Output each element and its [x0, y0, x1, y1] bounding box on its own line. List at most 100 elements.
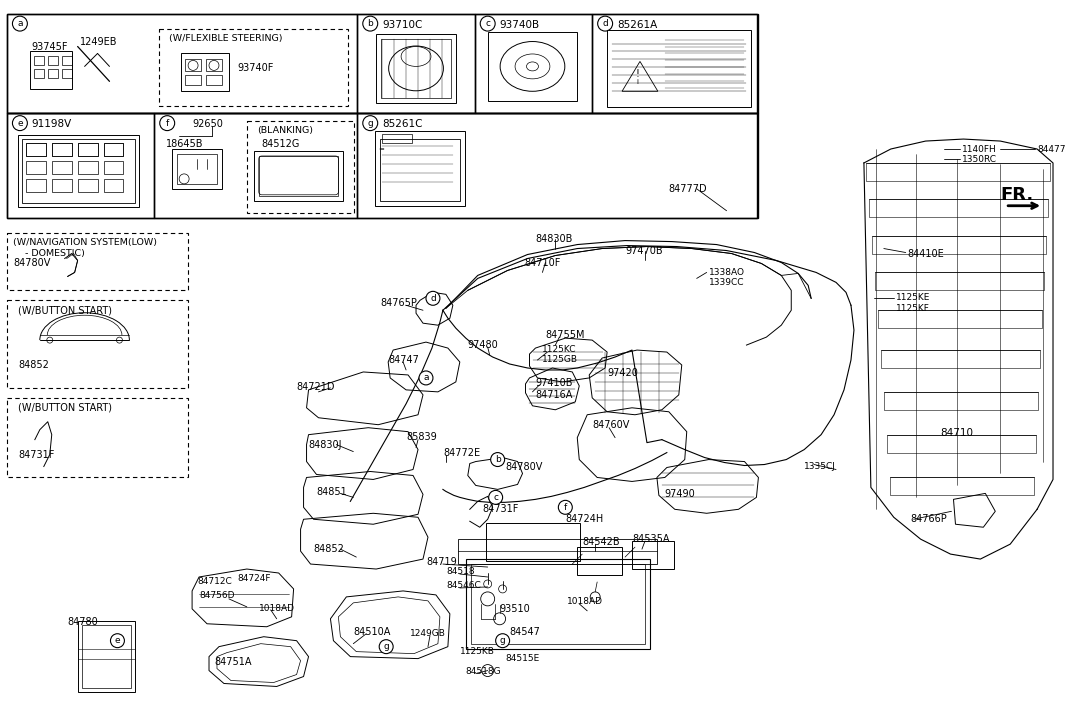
Circle shape — [491, 453, 505, 467]
Bar — [607, 30, 752, 107]
Bar — [154, 113, 357, 217]
Bar — [889, 478, 1034, 495]
Text: (BLANKING): (BLANKING) — [257, 126, 313, 135]
Text: f: f — [563, 503, 567, 512]
Bar — [253, 151, 343, 201]
Bar — [26, 179, 46, 192]
Text: 84747: 84747 — [388, 355, 419, 365]
Text: b: b — [368, 19, 373, 28]
Text: d: d — [602, 19, 608, 28]
Bar — [172, 149, 222, 189]
Text: a: a — [17, 19, 22, 28]
Bar — [177, 154, 217, 184]
Text: 84710F: 84710F — [525, 259, 561, 268]
Bar — [181, 54, 229, 92]
Text: 97480: 97480 — [468, 340, 498, 350]
Text: d: d — [430, 294, 436, 303]
Bar — [26, 161, 46, 174]
Text: 84518G: 84518G — [466, 667, 501, 675]
Text: 84780V: 84780V — [506, 462, 543, 472]
Bar — [62, 57, 72, 65]
Bar — [7, 14, 357, 113]
Bar — [51, 143, 72, 156]
Bar — [458, 539, 656, 564]
Text: e: e — [114, 636, 120, 645]
Text: 84755M: 84755M — [545, 330, 585, 340]
Circle shape — [425, 292, 440, 305]
Text: 84760V: 84760V — [592, 419, 630, 430]
Text: 84724H: 84724H — [566, 514, 604, 524]
Text: 1338AO: 1338AO — [709, 268, 745, 278]
Text: c: c — [485, 19, 491, 28]
Bar — [34, 57, 44, 65]
Bar — [104, 161, 123, 174]
Circle shape — [598, 16, 613, 31]
Text: 84852: 84852 — [18, 360, 49, 370]
Bar — [869, 198, 1048, 217]
Circle shape — [489, 491, 502, 505]
Bar — [26, 143, 46, 156]
Text: 93510: 93510 — [499, 604, 530, 614]
Text: 1018AD: 1018AD — [568, 597, 603, 606]
Text: g: g — [384, 642, 389, 651]
Bar — [30, 52, 72, 89]
Bar — [487, 31, 577, 101]
Bar — [632, 541, 673, 569]
Circle shape — [496, 634, 510, 648]
Text: 84731F: 84731F — [18, 449, 55, 459]
Bar — [48, 57, 58, 65]
Bar — [357, 14, 475, 113]
Text: 84719: 84719 — [425, 557, 456, 567]
Text: a: a — [423, 374, 429, 382]
Text: (W/FLEXIBLE STEERING): (W/FLEXIBLE STEERING) — [169, 33, 282, 43]
Bar — [206, 76, 222, 85]
Text: 85261A: 85261A — [617, 20, 657, 30]
Text: 84765P: 84765P — [381, 298, 417, 308]
Bar — [104, 143, 123, 156]
Text: 84477: 84477 — [1037, 145, 1066, 154]
Text: 84542B: 84542B — [583, 537, 620, 547]
Bar — [185, 60, 201, 71]
Text: 97410B: 97410B — [536, 378, 573, 388]
Text: 91198V: 91198V — [32, 119, 72, 129]
Bar — [383, 134, 412, 143]
Bar — [7, 14, 758, 113]
Bar — [259, 156, 339, 196]
Text: 84721D: 84721D — [296, 382, 335, 392]
Circle shape — [419, 371, 433, 385]
Text: f: f — [166, 119, 169, 128]
Text: 1249EB: 1249EB — [79, 36, 118, 47]
Bar — [62, 69, 72, 79]
Text: (W/NAVIGATION SYSTEM(LOW): (W/NAVIGATION SYSTEM(LOW) — [13, 238, 157, 246]
Bar — [382, 39, 451, 98]
Text: 84852: 84852 — [313, 544, 344, 554]
Text: 84724F: 84724F — [237, 574, 270, 583]
Text: 84515E: 84515E — [506, 654, 540, 662]
Bar — [78, 143, 97, 156]
Text: 84766P: 84766P — [911, 514, 947, 524]
Text: 93710C: 93710C — [383, 20, 422, 30]
Bar — [48, 69, 58, 79]
Text: =: = — [378, 146, 384, 152]
Bar — [247, 121, 354, 213]
Text: 92650: 92650 — [192, 119, 223, 129]
Text: g: g — [499, 636, 506, 645]
Text: 84780V: 84780V — [13, 259, 50, 268]
Text: 1140FH: 1140FH — [962, 145, 997, 154]
Text: 97490: 97490 — [665, 489, 696, 499]
Bar — [81, 624, 131, 688]
Bar — [866, 163, 1050, 181]
Text: 84777D: 84777D — [669, 184, 708, 194]
Bar — [34, 69, 44, 79]
Text: b: b — [495, 455, 500, 464]
Text: 84780: 84780 — [67, 616, 98, 627]
Bar — [878, 310, 1042, 328]
Text: 84756D: 84756D — [199, 591, 234, 600]
Text: 84731F: 84731F — [483, 505, 520, 514]
Text: 84410E: 84410E — [908, 249, 944, 259]
Bar — [159, 28, 348, 106]
Bar — [21, 139, 136, 203]
Text: 18645B: 18645B — [166, 139, 204, 149]
Text: 84712C: 84712C — [197, 577, 232, 586]
Bar — [78, 621, 136, 692]
